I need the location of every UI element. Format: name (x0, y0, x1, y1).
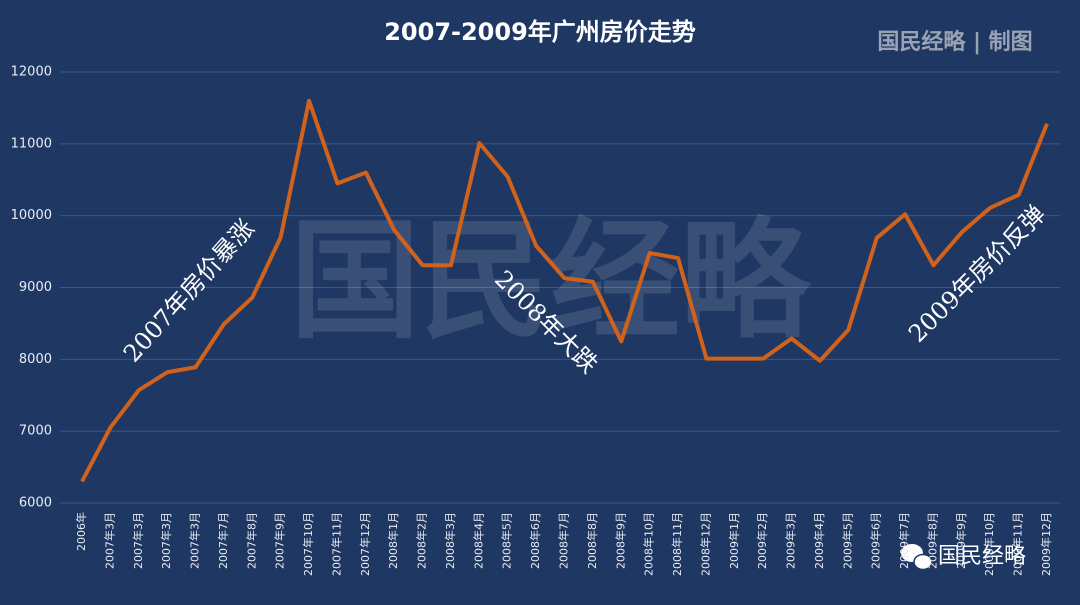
x-tick-label: 2007年10月 (301, 512, 315, 576)
x-tick-label: 2009年9月 (954, 512, 968, 569)
x-tick-label: 2007年11月 (329, 512, 343, 576)
chart-title: 2007-2009年广州房价走势 (384, 18, 696, 46)
x-tick-label: 2006年 (74, 512, 88, 551)
y-tick-label: 12000 (11, 65, 52, 80)
x-tick-label: 2008年7月 (557, 512, 571, 569)
x-tick-label: 2009年3月 (784, 512, 798, 569)
wechat-icon (901, 544, 933, 571)
x-tick-label: 2008年3月 (443, 512, 457, 569)
x-tick-label: 2008年2月 (415, 512, 429, 569)
annotation: 2009年房价反弹 (903, 200, 1051, 348)
x-tick-label: 2009年12月 (1039, 512, 1053, 576)
wechat-label: 国民经略 (938, 544, 1026, 569)
watermark: 国民经略 (290, 205, 812, 357)
x-tick-label: 2007年3月 (159, 512, 173, 569)
x-tick-label: 2008年5月 (500, 512, 514, 569)
y-tick-label: 8000 (19, 352, 52, 367)
x-tick-label: 2009年5月 (840, 512, 854, 569)
x-tick-label: 2008年6月 (528, 512, 542, 569)
y-tick-label: 9000 (19, 280, 52, 295)
x-tick-label: 2007年3月 (102, 512, 116, 569)
x-tick-label: 2008年1月 (386, 512, 400, 569)
x-tick-label: 2007年12月 (358, 512, 372, 576)
x-tick-label: 2009年11月 (1011, 512, 1025, 576)
x-tick-label: 2009年2月 (755, 512, 769, 569)
x-tick-label: 2007年3月 (188, 512, 202, 569)
x-tick-label: 2008年8月 (585, 512, 599, 569)
x-tick-label: 2009年4月 (812, 512, 826, 569)
x-tick-label: 2007年3月 (131, 512, 145, 569)
line-series (80, 98, 1049, 483)
credit: 国民经略 | 制图 (877, 29, 1032, 55)
x-tick-label: 2009年10月 (982, 512, 996, 576)
x-tick-label: 2009年1月 (727, 512, 741, 569)
x-tick-label: 2008年11月 (670, 512, 684, 576)
x-tick-label: 2009年8月 (925, 512, 939, 569)
y-tick-label: 10000 (11, 208, 52, 223)
x-tick-label: 2008年10月 (642, 512, 656, 576)
x-tick-label: 2007年9月 (273, 512, 287, 569)
y-tick-label: 11000 (11, 136, 52, 151)
annotation: 2007年房价暴涨 (118, 214, 260, 367)
x-tick-label: 2009年6月 (869, 512, 883, 569)
y-tick-label: 7000 (19, 424, 52, 439)
x-tick-label: 2008年12月 (698, 512, 712, 576)
y-tick-label: 6000 (19, 496, 52, 511)
x-tick-label: 2009年7月 (897, 512, 911, 569)
x-tick-label: 2008年9月 (613, 512, 627, 569)
x-tick-label: 2007年8月 (244, 512, 258, 569)
x-tick-label: 2007年7月 (216, 512, 230, 569)
x-tick-label: 2008年4月 (471, 512, 485, 569)
